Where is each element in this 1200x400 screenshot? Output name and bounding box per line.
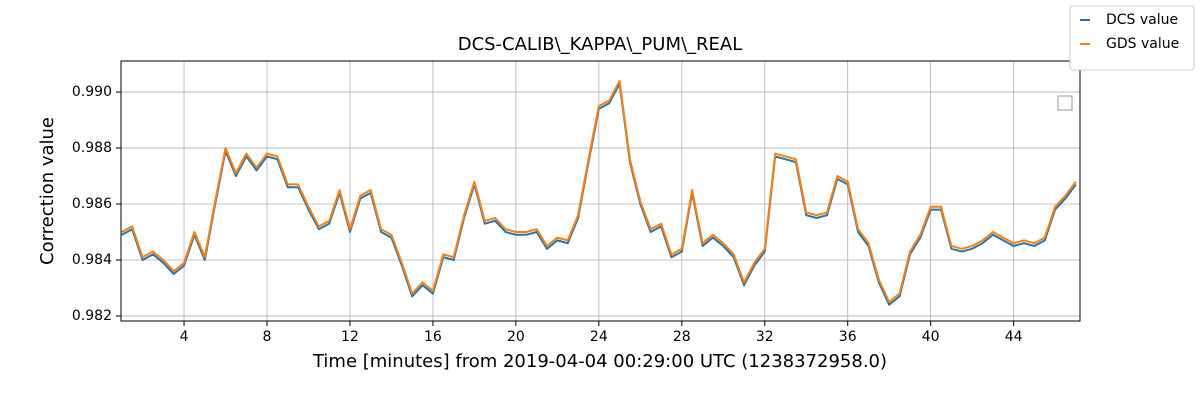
y-tick-label: 0.986 <box>72 196 112 212</box>
x-tick-label: 32 <box>756 329 774 345</box>
x-tick-label: 40 <box>922 329 940 345</box>
legend-label: DCS value <box>1106 12 1178 28</box>
x-tick-label: 24 <box>590 329 608 345</box>
plot-frame <box>120 60 1081 322</box>
x-tick-label: 16 <box>424 329 442 345</box>
series-line <box>121 79 1077 303</box>
y-tick-label: 0.988 <box>72 140 112 156</box>
x-tick-label: 4 <box>180 329 189 345</box>
y-tick-label: 0.982 <box>72 308 112 324</box>
chart-title: DCS-CALIB\_KAPPA\_PUM\_REAL <box>458 34 743 55</box>
x-tick-label: 12 <box>341 329 359 345</box>
x-tick-label: 36 <box>839 329 857 345</box>
y-tick-label: 0.984 <box>72 252 112 268</box>
x-tick-label: 28 <box>673 329 691 345</box>
y-tick-label: 0.990 <box>72 84 112 100</box>
x-axis-label: Time [minutes] from 2019-04-04 00:29:00 … <box>312 351 887 372</box>
empty-legend-box <box>1057 95 1073 111</box>
legend: DCS value GDS value <box>1069 5 1195 71</box>
legend-label: GDS value <box>1106 36 1179 52</box>
legend-frame <box>1069 5 1195 71</box>
x-tick-label: 20 <box>507 329 525 345</box>
y-axis-label: Correction value <box>37 117 58 265</box>
x-tick-label: 44 <box>1005 329 1023 345</box>
x-tick-label: 8 <box>263 329 272 345</box>
